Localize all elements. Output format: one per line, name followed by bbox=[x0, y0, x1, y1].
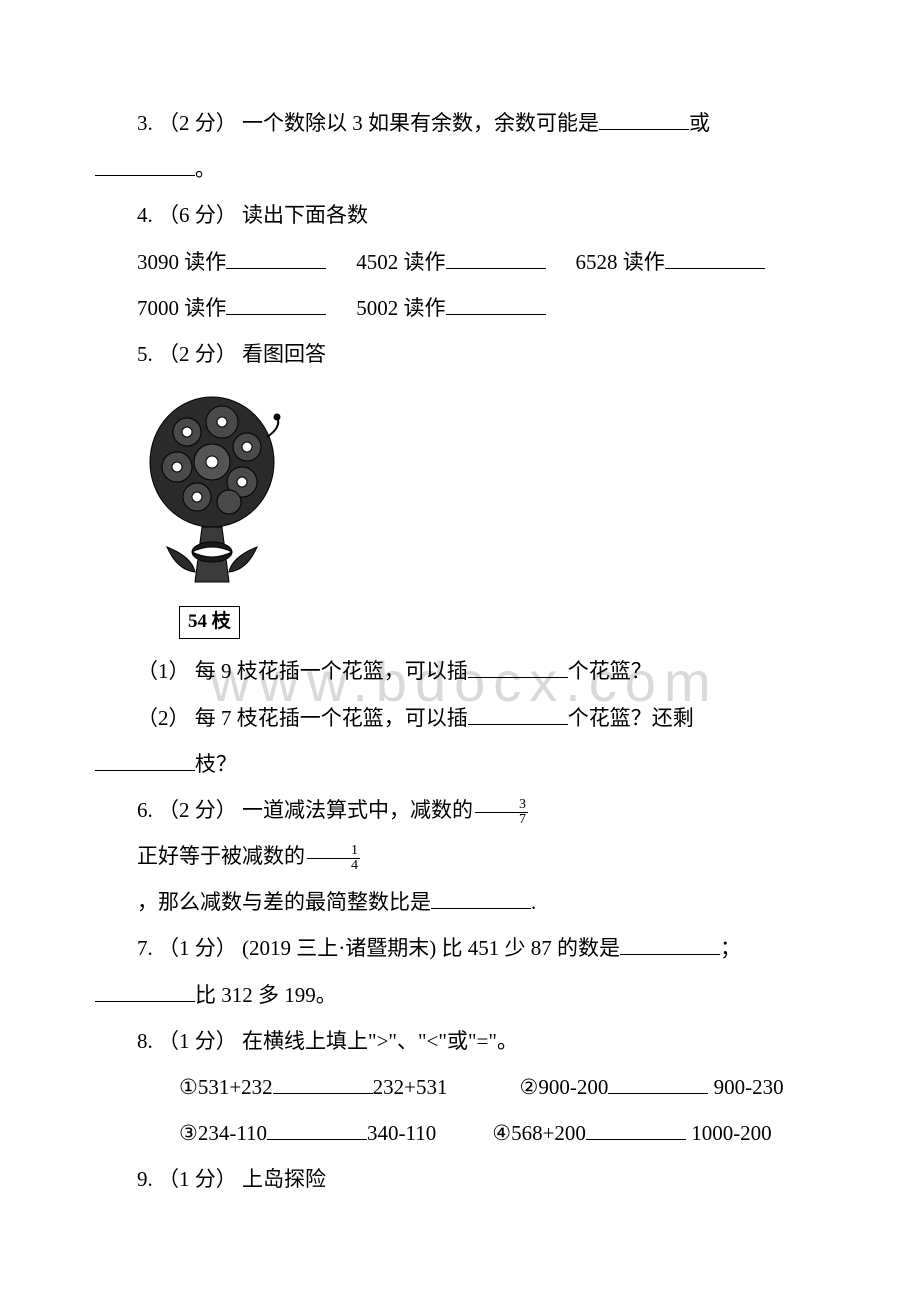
question-5-sub1: （1） 每 9 枝花插一个花篮，可以插 个花篮？ bbox=[95, 648, 825, 694]
q8-blank1[interactable] bbox=[273, 1069, 373, 1094]
q4-blank-4[interactable] bbox=[226, 290, 326, 315]
question-6-line2: 正好等于被减数的14 bbox=[95, 833, 825, 879]
q5-sub2-blank2[interactable] bbox=[95, 746, 195, 771]
q8-blank2[interactable] bbox=[608, 1069, 708, 1094]
q4-blank-5[interactable] bbox=[446, 290, 546, 315]
q4-item-2b: 5002 读作 bbox=[356, 296, 445, 320]
q6-line3-pre: ，那么减数与差的最简整数比是 bbox=[137, 890, 431, 914]
q3-text-middle: 或 bbox=[689, 111, 710, 135]
q8-e2a: 900-200 bbox=[538, 1075, 608, 1099]
q8-blank3[interactable] bbox=[267, 1115, 367, 1140]
q4-item-2a: 7000 读作 bbox=[137, 296, 226, 320]
q8-e4a: 568+200 bbox=[511, 1121, 586, 1145]
question-4-header: 4. （6 分） 读出下面各数 bbox=[95, 192, 825, 238]
flower-count-label: 54 枝 bbox=[179, 606, 240, 639]
q3-blank-2[interactable] bbox=[95, 151, 195, 176]
question-7-line1: 7. （1 分） (2019 三上·诸暨期末) 比 451 少 87 的数是 ； bbox=[95, 925, 825, 971]
q7-line1-post: ； bbox=[720, 936, 741, 960]
question-8-row2: ③234-110 340-110 ④568+200 1000-200 bbox=[95, 1110, 825, 1156]
q6-blank[interactable] bbox=[431, 884, 531, 909]
q6-line3-post: . bbox=[531, 890, 536, 914]
q8-blank4[interactable] bbox=[586, 1115, 686, 1140]
question-7-line2: 比 312 多 199。 bbox=[95, 972, 825, 1018]
q4-blank-3[interactable] bbox=[665, 243, 765, 268]
q6-line2-pre: 正好等于被减数的 bbox=[137, 844, 305, 868]
question-3: 3. （2 分） 一个数除以 3 如果有余数，余数可能是 或 bbox=[95, 100, 825, 146]
question-8-row1: ①531+232 232+531 ②900-200 900-230 bbox=[95, 1064, 825, 1110]
page-content: 3. （2 分） 一个数除以 3 如果有余数，余数可能是 或 。 4. （6 分）… bbox=[95, 100, 825, 1203]
q5-sub2-post: 枝？ bbox=[195, 752, 237, 776]
q8-e4b: 1000-200 bbox=[686, 1121, 772, 1145]
q3-text-suffix: 。 bbox=[195, 157, 216, 181]
q7-blank1[interactable] bbox=[620, 930, 720, 955]
flower-bouquet-icon bbox=[137, 392, 287, 597]
question-5-header: 5. （2 分） 看图回答 bbox=[95, 331, 825, 377]
q5-sub2-blank1[interactable] bbox=[468, 699, 568, 724]
q6-fraction-1: 37 bbox=[475, 798, 528, 827]
q4-blank-2[interactable] bbox=[446, 243, 546, 268]
flower-bouquet-figure: 54 枝 bbox=[137, 392, 287, 643]
q3-blank-1[interactable] bbox=[599, 105, 689, 130]
q5-sub1-post: 个花篮？ bbox=[568, 659, 652, 683]
q8-e3a: 234-110 bbox=[198, 1121, 267, 1145]
question-6-line1: 6. （2 分） 一道减法算式中，减数的37 bbox=[95, 787, 825, 833]
question-5-sub2-line2: 枝？ bbox=[95, 741, 825, 787]
q8-circle-3: ③ bbox=[137, 1110, 198, 1156]
q5-sub2-pre: （2） 每 7 枝花插一个花篮，可以插 bbox=[137, 706, 468, 730]
q3-text-prefix: 3. （2 分） 一个数除以 3 如果有余数，余数可能是 bbox=[137, 111, 599, 135]
q8-e3b: 340-110 bbox=[367, 1121, 436, 1145]
q7-line2-post: 比 312 多 199。 bbox=[195, 983, 337, 1007]
question-6-line3: ，那么减数与差的最简整数比是. bbox=[95, 879, 825, 925]
question-8-header: 8. （1 分） 在横线上填上">"、"<"或"="。 bbox=[95, 1018, 825, 1064]
question-4-row2: 7000 读作 5002 读作 bbox=[95, 285, 825, 331]
q5-sub2-mid: 个花篮？还剩 bbox=[568, 706, 694, 730]
q4-blank-1[interactable] bbox=[226, 243, 326, 268]
q4-item-1b: 4502 读作 bbox=[356, 250, 445, 274]
q5-sub1-blank[interactable] bbox=[468, 653, 568, 678]
q8-e1a: 531+232 bbox=[198, 1075, 273, 1099]
q5-sub1-pre: （1） 每 9 枝花插一个花篮，可以插 bbox=[137, 659, 468, 683]
q8-circle-2: ② bbox=[478, 1064, 539, 1110]
q6-line1-pre: 6. （2 分） 一道减法算式中，减数的 bbox=[137, 798, 473, 822]
q7-line1-pre: 7. （1 分） (2019 三上·诸暨期末) 比 451 少 87 的数是 bbox=[137, 936, 620, 960]
q8-circle-4: ④ bbox=[450, 1110, 511, 1156]
question-3-line2: 。 bbox=[95, 146, 825, 192]
question-4-row1: 3090 读作 4502 读作 6528 读作 bbox=[95, 239, 825, 285]
q7-blank2[interactable] bbox=[95, 976, 195, 1001]
question-5-sub2-line1: （2） 每 7 枝花插一个花篮，可以插 个花篮？还剩 bbox=[95, 695, 825, 741]
q6-fraction-2: 14 bbox=[307, 844, 360, 873]
q4-item-1a: 3090 读作 bbox=[137, 250, 226, 274]
q8-e2b: 900-230 bbox=[708, 1075, 783, 1099]
q8-circle-1: ① bbox=[137, 1064, 198, 1110]
q4-item-1c: 6528 读作 bbox=[576, 250, 665, 274]
question-9-header: 9. （1 分） 上岛探险 bbox=[95, 1156, 825, 1202]
q8-e1b: 232+531 bbox=[373, 1075, 448, 1099]
